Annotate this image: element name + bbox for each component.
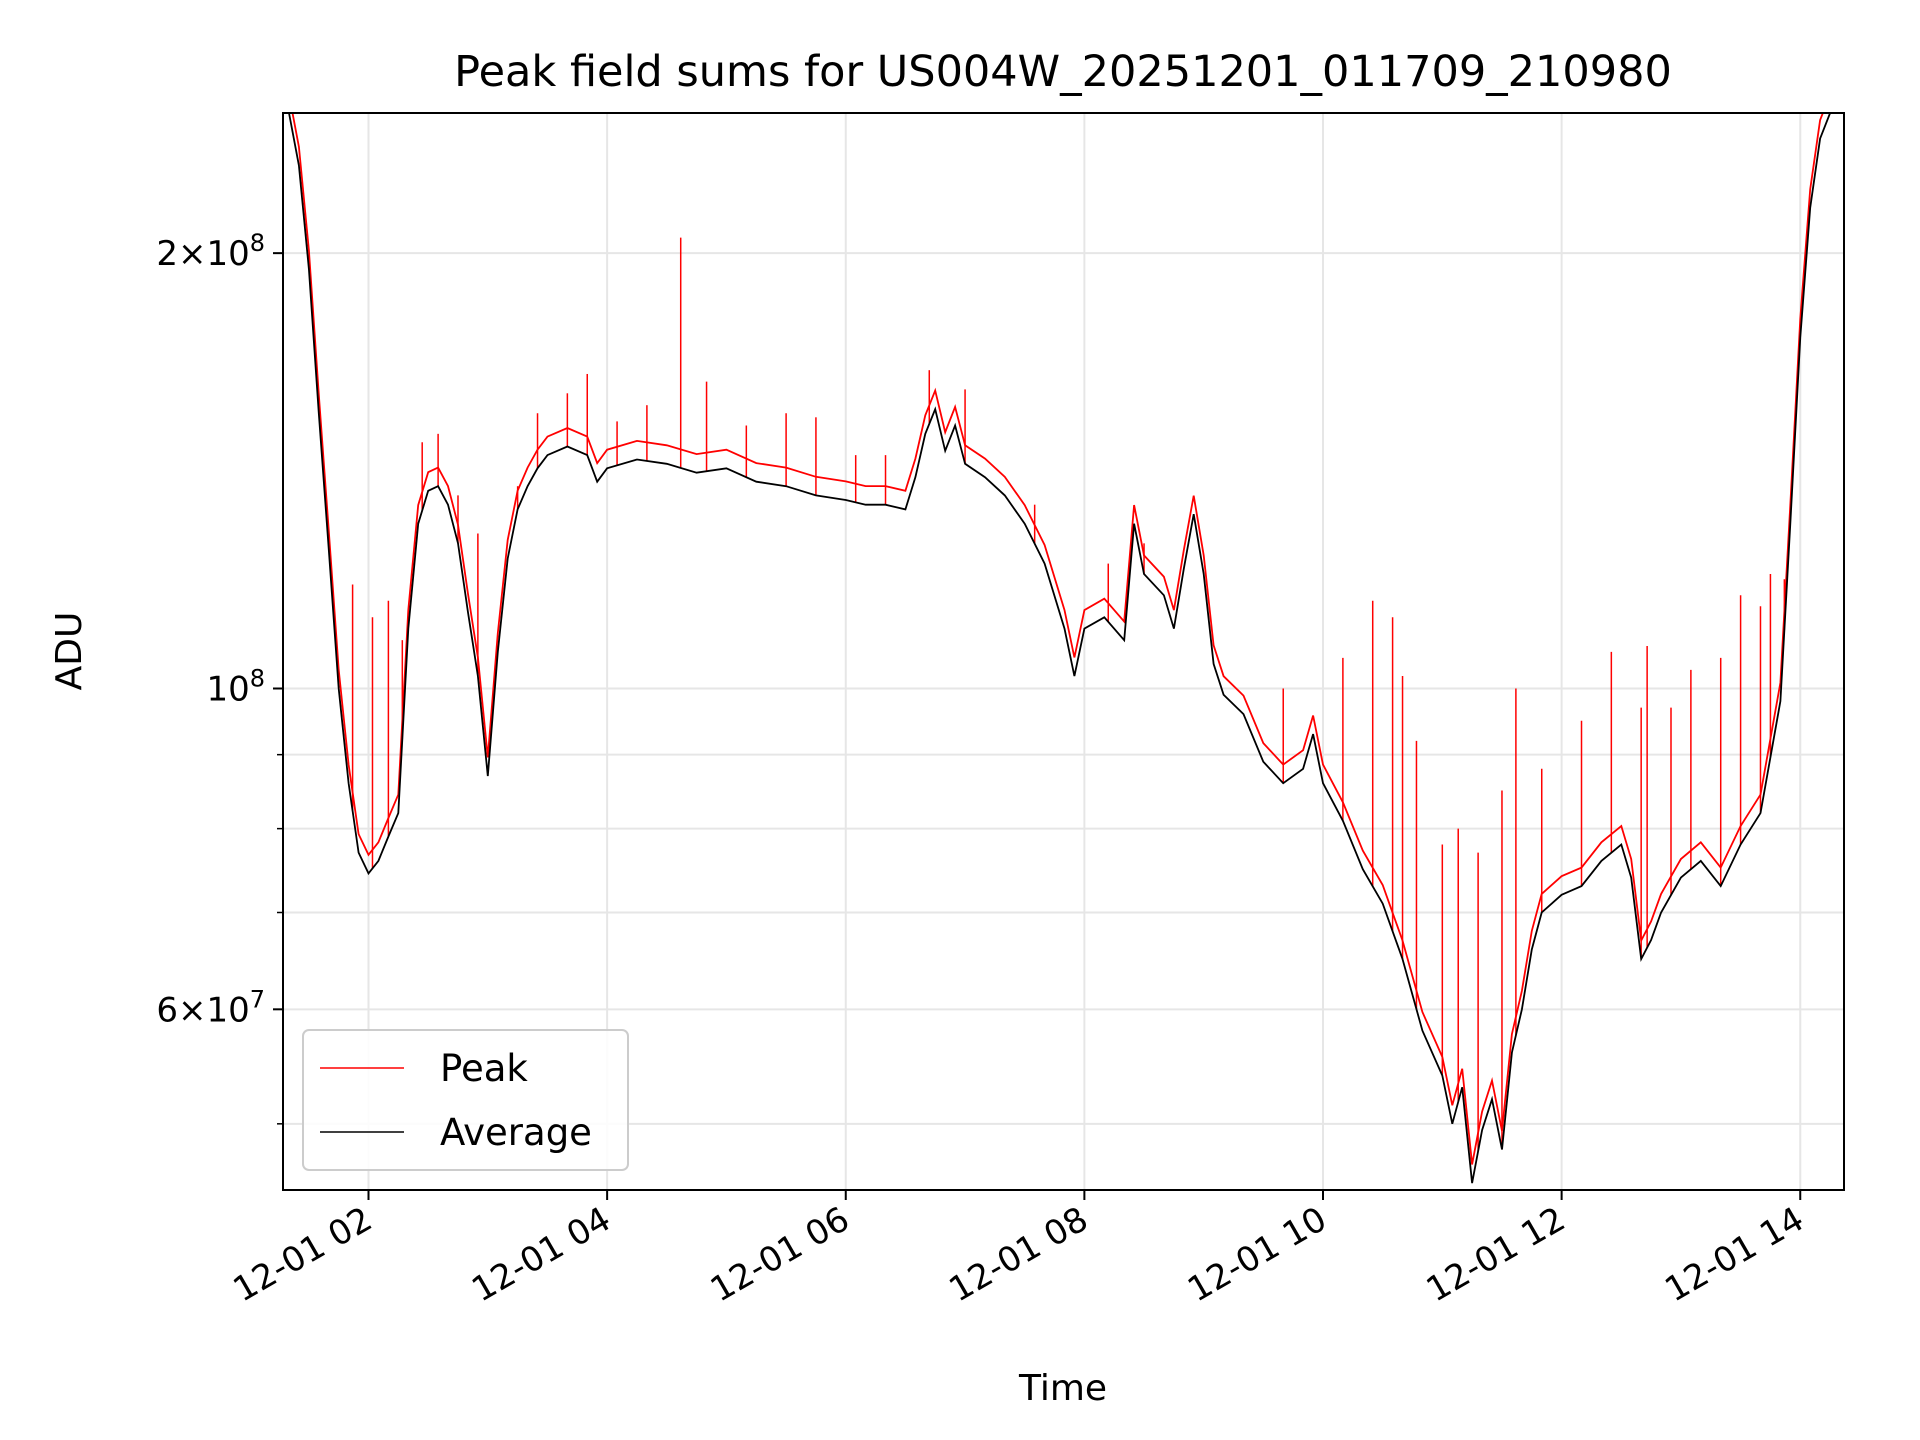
legend-label-peak: Peak xyxy=(440,1047,528,1090)
y-axis-ticks: 2×108 108 6×107 xyxy=(156,229,283,1125)
series-group xyxy=(288,113,1831,1184)
chart-title: Peak field sums for US004W_20251201_0117… xyxy=(454,47,1672,97)
legend-box xyxy=(302,1029,629,1171)
plot-area xyxy=(288,113,1831,1184)
y-tick-label: 108 xyxy=(206,664,265,709)
y-tick-label: 6×107 xyxy=(156,985,265,1030)
legend-label-average: Average xyxy=(440,1111,592,1154)
series-line-average xyxy=(288,113,1831,1184)
y-tick-label: 2×108 xyxy=(156,229,265,274)
plot-frame xyxy=(282,112,1845,1191)
legend: Peak Average xyxy=(302,1029,629,1171)
y-axis-label: ADU xyxy=(49,612,90,691)
series-line-peak xyxy=(291,113,1824,1165)
grid xyxy=(283,113,1844,1190)
x-axis-label: Time xyxy=(1018,1368,1107,1409)
